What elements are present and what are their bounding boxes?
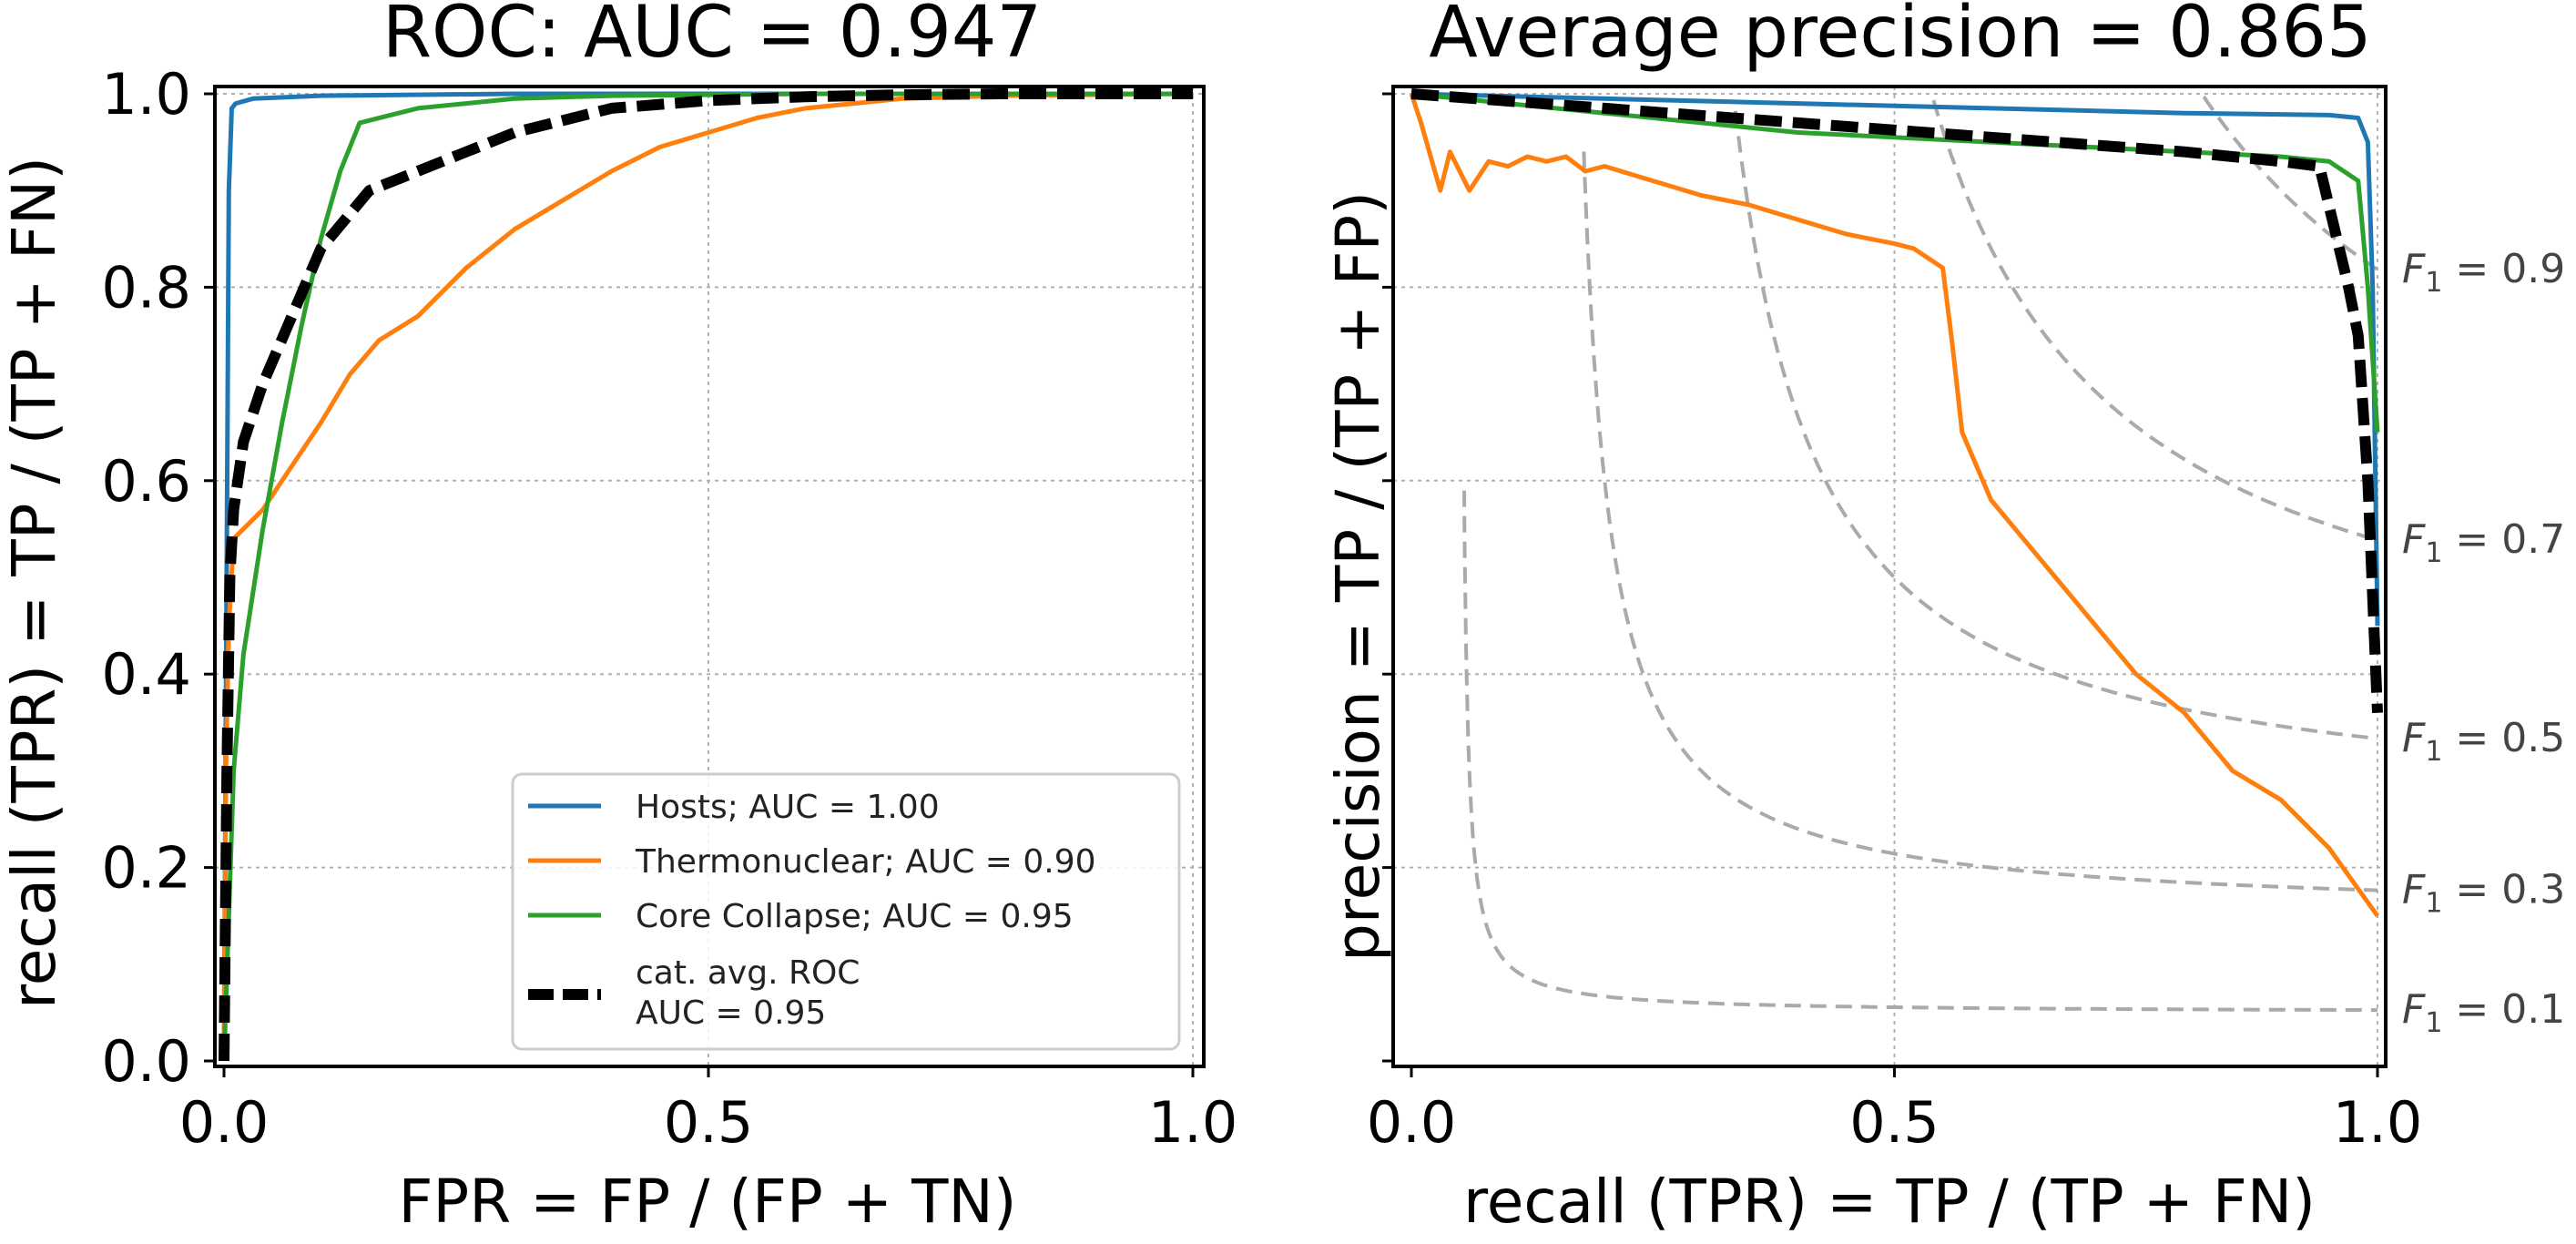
legend-label-average: cat. avg. ROC AUC = 0.95: [636, 954, 860, 1032]
iso-f1-label: F1 = 0.9: [2402, 246, 2565, 299]
roc-y-tick-label: 0.6: [101, 448, 191, 515]
roc-title: ROC: AUC = 0.947: [382, 0, 1042, 74]
pr-x-tick-label: 0.0: [1367, 1089, 1457, 1156]
roc-series: [219, 88, 1194, 1062]
pr-title: Average precision = 0.865: [1429, 0, 2371, 74]
iso-f1-curve: [1733, 110, 2378, 740]
pr-x-axis-label: recall (TPR) = TP / (TP + FN): [1463, 1167, 2316, 1237]
legend-label-core-collapse: Core Collapse; AUC = 0.95: [636, 898, 1074, 935]
roc-y-tick-label: 0.4: [101, 641, 191, 708]
pr-line-average: [1410, 88, 2383, 713]
roc-line-average: [219, 88, 1193, 1062]
legend-label-thermonuclear: Thermonuclear; AUC = 0.90: [635, 843, 1096, 881]
pr-line-hosts: [1410, 91, 2380, 627]
roc-x-tick-label: 0.0: [179, 1089, 270, 1156]
iso-f1-curve: [1931, 99, 2378, 543]
roc-y-tick-label: 0.2: [101, 835, 191, 902]
pr-axes-frame: [1391, 85, 2388, 1068]
iso-f1-label: F1 = 0.7: [2402, 516, 2565, 569]
pr-line-thermonuclear: [1409, 93, 2380, 918]
iso-f1-curve: [1462, 490, 2377, 1013]
iso-f1-curve: [2202, 95, 2379, 271]
pr-panel: Average precision = 0.865 0.0 0.5 1.0 F1 =…: [1323, 0, 2565, 1237]
roc-y-axis-label: recall (TPR) = TP / (TP + FN): [0, 157, 69, 1009]
roc-x-tick-label: 1.0: [1148, 1089, 1238, 1156]
pr-series: [1409, 88, 2383, 918]
iso-f1-label: F1 = 0.5: [2402, 715, 2565, 768]
pr-grid: [1393, 87, 2386, 1066]
roc-line-thermonuclear: [221, 91, 1194, 1062]
iso-f1-curve: [1582, 151, 2378, 892]
legend-label-average-line: AUC = 0.95: [636, 994, 826, 1032]
pr-iso-f1-curves: [1462, 95, 2379, 1013]
iso-f1-label: F1 = 0.1: [2402, 986, 2565, 1039]
legend-label-hosts: Hosts; AUC = 1.00: [636, 789, 940, 826]
pr-y-axis-label: precision = TP / (TP + FP): [1323, 191, 1393, 962]
roc-panel: ROC: AUC = 0.947 0.0 0.5 1.00.00.20.40.60.…: [0, 0, 1237, 1237]
roc-y-tick-label: 0.0: [101, 1028, 191, 1095]
roc-x-tick-label: 0.5: [664, 1089, 754, 1156]
roc-legend: Hosts; AUC = 1.00 Thermonuclear; AUC = 0…: [511, 772, 1181, 1051]
roc-x-axis-label: FPR = FP / (FP + TN): [398, 1167, 1016, 1237]
pr-x-tick-label: 0.5: [1849, 1089, 1940, 1156]
roc-legend-box: [511, 772, 1181, 1051]
pr-x-tick-label: 1.0: [2333, 1089, 2423, 1156]
iso-f1-label: F1 = 0.3: [2402, 867, 2565, 920]
roc-line-core-collapse: [221, 91, 1193, 1062]
roc-y-tick-label: 0.8: [101, 254, 191, 321]
roc-ticks: 0.0 0.5 1.0 0.0 0.2 0.4 0.6 0.8 1.0: [101, 61, 1237, 1156]
roc-y-tick-label: 1.0: [101, 61, 191, 127]
legend-label-average-line: cat. avg. ROC: [636, 954, 860, 992]
pr-ticks: 0.0 0.5 1.0: [1367, 92, 2423, 1156]
pr-iso-f1-labels: F1 = 0.9 F1 = 0.7 F1 = 0.5 F1 = 0.3 F1 = 0.1: [2402, 246, 2565, 1039]
